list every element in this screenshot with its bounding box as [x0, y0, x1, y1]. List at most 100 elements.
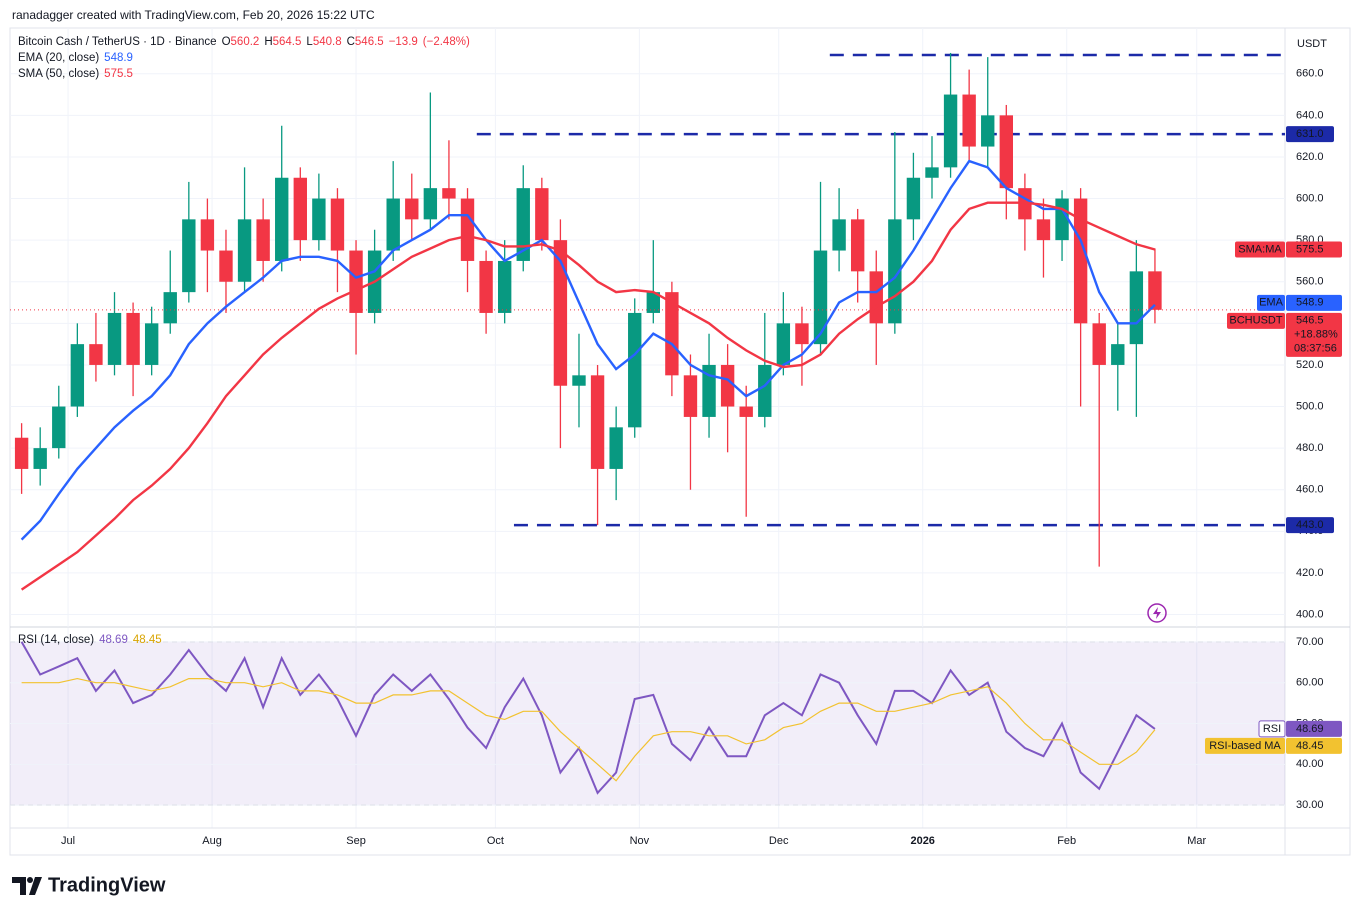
rsi-tag: [1258, 720, 1286, 738]
legend-name: SMA (50, close): [18, 68, 100, 80]
candle-body: [999, 115, 1013, 189]
ema-badge-box: [1286, 294, 1342, 311]
candle-body: [813, 250, 828, 345]
y-tick-label: 500.0: [1296, 400, 1324, 412]
legend-value: 48.69: [99, 634, 128, 646]
credit: ranadagger created with TradingView.com,…: [12, 8, 375, 22]
symbol-change: +18.88%: [1294, 329, 1338, 341]
x-tick-label: Oct: [487, 835, 504, 847]
candle-body: [423, 188, 438, 220]
y-tick-label: 600.0: [1296, 192, 1324, 204]
candle-body: [1092, 323, 1106, 365]
sma-badge-box: [1286, 241, 1342, 258]
x-tick-label: Feb: [1057, 835, 1076, 847]
legend-value: 575.5: [104, 68, 133, 80]
legend-main: Bitcoin Cash / TetherUS · 1D · Binance O…: [18, 36, 470, 48]
brand-logo: [12, 877, 42, 895]
ma-line: [20, 201, 1156, 591]
candle-body: [1129, 271, 1144, 345]
candle-body: [52, 406, 66, 449]
y-tick-label: 660.0: [1296, 68, 1324, 80]
legend-value: 548.9: [104, 52, 133, 64]
candle-body: [553, 240, 568, 386]
y-tick-label: 480.0: [1296, 442, 1324, 454]
ohlc-value: 560.2: [230, 36, 260, 48]
candle-body: [219, 250, 233, 282]
candle-body: [330, 198, 345, 251]
credit-text: ranadagger created with TradingView.com,…: [12, 8, 375, 22]
candle-body: [962, 94, 976, 147]
candle-body: [33, 448, 47, 469]
x-tick-label: Jul: [61, 835, 75, 847]
y-tick-label: 70.00: [1296, 636, 1324, 648]
ohlc-o: O560.2: [222, 36, 260, 48]
candle-body: [256, 219, 270, 261]
legend-rsi: RSI (14, close) 48.69 48.45: [18, 634, 162, 646]
rsi-line: [21, 677, 1156, 782]
rsi-box: [1286, 720, 1342, 737]
currency: USDT: [1297, 38, 1327, 50]
rsi-ma-value: 48.45: [1296, 740, 1324, 752]
brand: TradingView: [48, 874, 166, 896]
last-price: 546.5: [1296, 315, 1324, 327]
level-badge: [1286, 517, 1334, 534]
candle-body: [497, 260, 512, 313]
ohlc-label: L: [306, 36, 313, 48]
change-pct: (−2.48%): [422, 36, 470, 48]
x-tick-label: Aug: [202, 835, 222, 847]
legend-ema: EMA (20, close) 548.9: [18, 52, 133, 64]
legend-name: EMA (20, close): [18, 52, 100, 64]
candle-body: [293, 177, 307, 241]
y-tick-label: 640.0: [1296, 109, 1324, 121]
ema-badge-name: EMA: [1259, 297, 1284, 309]
legend-name: RSI (14, close): [18, 634, 95, 646]
candle-body: [628, 312, 642, 428]
legend-sma: SMA (50, close) 575.5: [18, 68, 133, 80]
candle-body: [14, 437, 29, 469]
symbol-title: Bitcoin Cash / TetherUS · 1D · Binance: [18, 36, 217, 48]
rsi-ma-tag: [1205, 737, 1285, 754]
level-label: 631.0: [1296, 128, 1324, 140]
candle-body: [107, 312, 122, 365]
y-tick-label: 420.0: [1296, 567, 1324, 579]
candle-body: [200, 219, 215, 251]
candle-body: [981, 115, 995, 147]
change: −13.9: [388, 36, 418, 48]
candle-body: [237, 219, 252, 282]
candle-body: [1148, 271, 1162, 310]
candle-body: [609, 427, 623, 469]
ema-badge-value: 548.9: [1296, 297, 1324, 309]
rsi-value: 48.69: [1296, 723, 1324, 735]
ohlc-value: 564.5: [272, 36, 302, 48]
sma-badge-value: 575.5: [1296, 243, 1324, 255]
rsi-ma-name: RSI-based MA: [1209, 740, 1281, 752]
ohlc-l: L540.8: [306, 36, 341, 48]
candle-body: [758, 364, 772, 417]
candle-body: [516, 188, 530, 261]
sma-badge-name: SMA:MA: [1238, 243, 1282, 255]
candle-body: [702, 364, 716, 417]
y-tick-label: 520.0: [1296, 359, 1324, 371]
legend-value: 48.45: [132, 634, 162, 646]
symbol-box: [1286, 312, 1342, 357]
sma-badge-tag: [1235, 241, 1285, 258]
candle-body: [590, 375, 605, 469]
y-tick-label: 40.00: [1296, 758, 1324, 770]
candle-body: [460, 198, 475, 261]
rsi-ma-box: [1286, 737, 1342, 754]
candle-body: [1036, 219, 1051, 241]
symbol-tag: [1227, 312, 1285, 329]
level-badge: [1286, 126, 1334, 143]
candle-body: [646, 292, 660, 313]
y-tick-label: 460.0: [1296, 484, 1324, 496]
replay-icon[interactable]: [1147, 603, 1167, 623]
candle-body: [479, 260, 493, 313]
ohlc-c: C546.5: [347, 36, 384, 48]
candle-body: [89, 344, 103, 365]
candle-body: [906, 177, 921, 220]
candle-body: [683, 375, 698, 417]
candle-body: [832, 219, 846, 251]
candle-body: [405, 198, 419, 220]
rsi-line: [20, 641, 1156, 795]
